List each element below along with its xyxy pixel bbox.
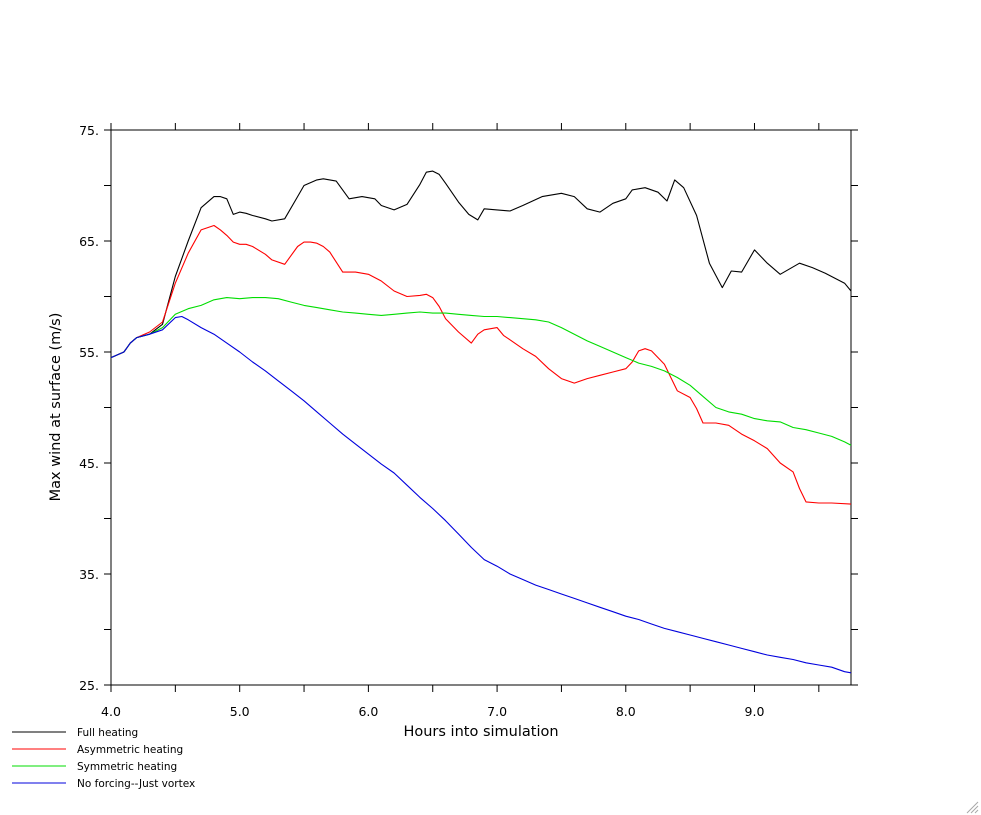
legend: Full heating Asymmetric heating Symmetric … bbox=[12, 727, 195, 790]
y-axis-title: Max wind at surface (m/s) bbox=[48, 313, 64, 502]
legend-label: No forcing--Just vortex bbox=[77, 778, 195, 790]
series-line-1 bbox=[110, 170, 852, 359]
y-tick-label: 25. bbox=[79, 678, 99, 693]
series-layer bbox=[110, 170, 852, 674]
legend-label: Asymmetric heating bbox=[77, 744, 183, 756]
x-tick-label: 8.0 bbox=[616, 704, 636, 719]
y-tick-label: 75. bbox=[79, 123, 99, 138]
y-tick-label: 35. bbox=[79, 567, 99, 582]
series-line-2 bbox=[110, 224, 852, 505]
x-tick-label: 4.0 bbox=[101, 704, 121, 719]
series-line-4 bbox=[110, 315, 852, 674]
resize-grip-icon[interactable] bbox=[965, 800, 979, 814]
y-tick-label: 55. bbox=[79, 345, 99, 360]
y-tick-label: 65. bbox=[79, 234, 99, 249]
axis-tick-labels: 4.0 5.0 6.0 7.0 8.0 9.0 25. 35. 45. 55. 65. 75. bbox=[79, 123, 764, 719]
legend-label: Full heating bbox=[77, 727, 138, 739]
x-tick-label: 9.0 bbox=[745, 704, 765, 719]
legend-label: Symmetric heating bbox=[77, 761, 177, 773]
axis-ticks bbox=[104, 123, 858, 692]
x-tick-label: 7.0 bbox=[487, 704, 507, 719]
x-axis-title: Hours into simulation bbox=[403, 724, 558, 740]
x-tick-label: 5.0 bbox=[230, 704, 250, 719]
y-tick-label: 45. bbox=[79, 456, 99, 471]
series-line-3 bbox=[110, 297, 852, 446]
x-tick-label: 6.0 bbox=[358, 704, 378, 719]
